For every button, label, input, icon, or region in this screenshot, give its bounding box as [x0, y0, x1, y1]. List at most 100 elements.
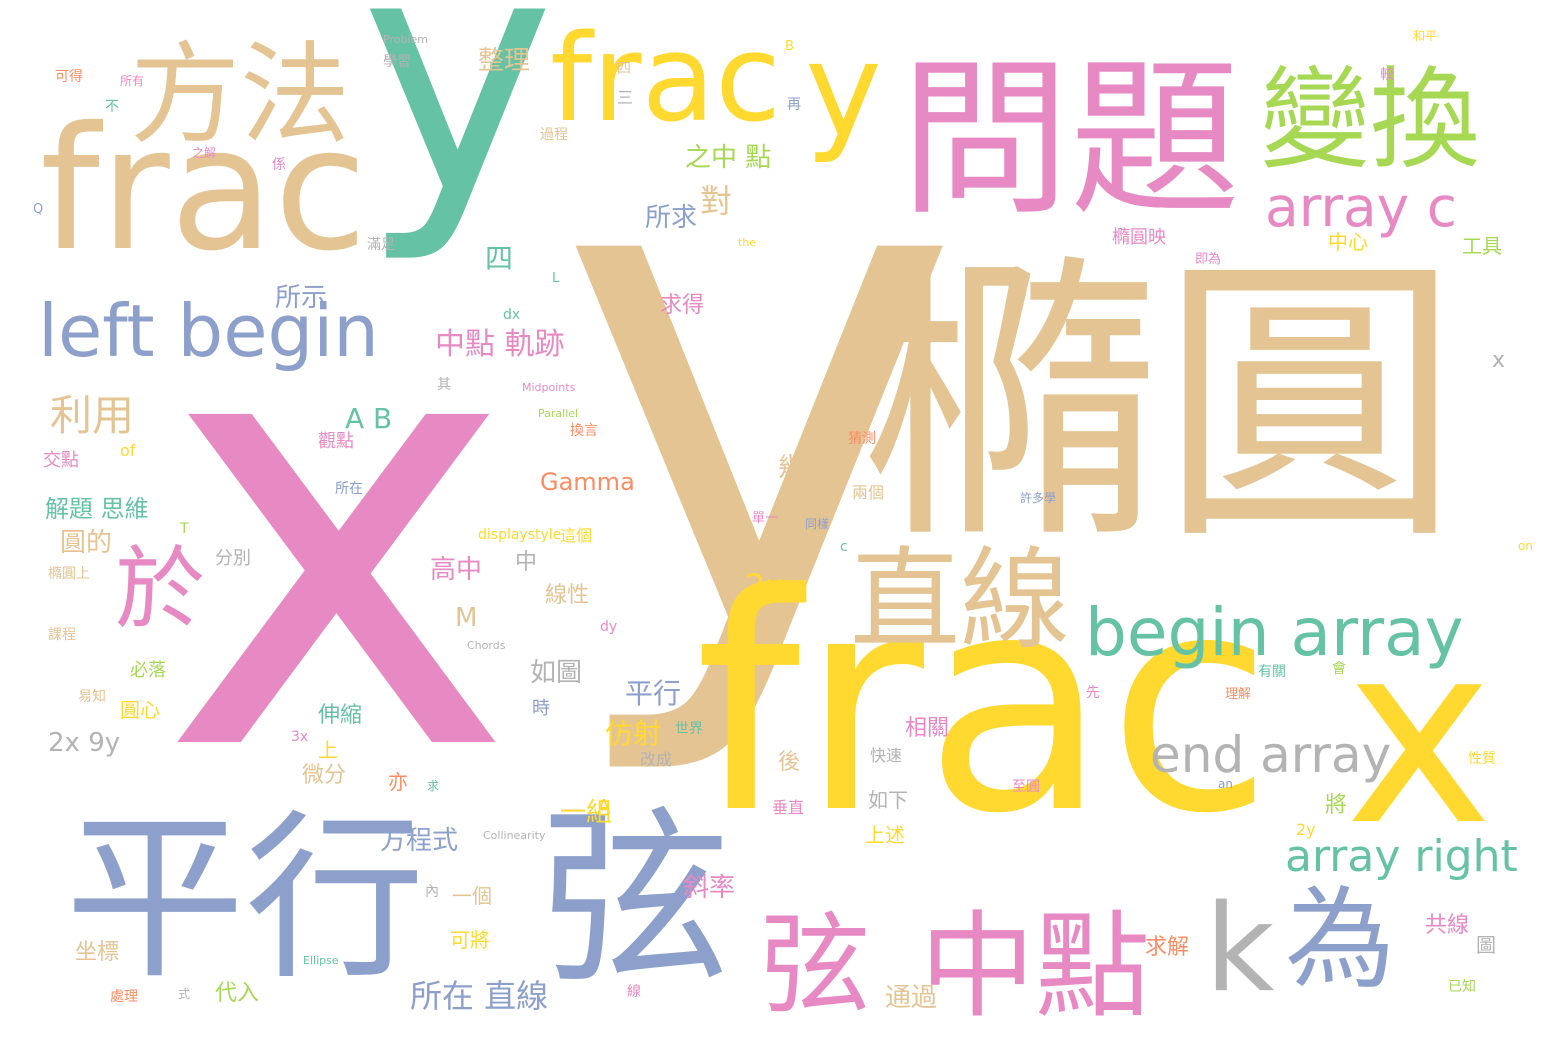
cloud-word: Problem: [383, 33, 428, 46]
cloud-word: 圖: [1476, 933, 1496, 957]
cloud-word: y: [805, 14, 882, 166]
cloud-word: 求得: [660, 293, 705, 318]
cloud-word: 先: [1086, 685, 1100, 701]
cloud-word: 四: [485, 242, 514, 275]
cloud-word: Q: [33, 202, 44, 217]
cloud-word: Ellipse: [303, 954, 339, 967]
cloud-word: c: [840, 539, 848, 555]
cloud-word: 交點: [43, 450, 79, 471]
cloud-word: Chords: [467, 639, 506, 652]
cloud-word: 利用: [50, 391, 135, 440]
cloud-word: x: [1492, 348, 1506, 373]
cloud-word: array c: [1265, 175, 1457, 239]
cloud-word: array right: [1285, 831, 1518, 882]
cloud-word: B: [785, 39, 794, 54]
cloud-word: 平行: [625, 677, 682, 710]
cloud-word: 式: [178, 987, 191, 1001]
cloud-word: 2y: [1296, 820, 1316, 839]
cloud-word: 線: [627, 984, 641, 1000]
cloud-word: 所在: [335, 481, 363, 497]
cloud-word: 橢圓上: [48, 566, 90, 582]
cloud-word: 弦: [760, 901, 870, 1029]
cloud-word: 平行: [65, 795, 426, 1004]
cloud-word: 世界: [675, 721, 703, 737]
cloud-word: of: [120, 441, 136, 460]
cloud-word: 於: [115, 537, 205, 642]
cloud-word: 線性: [545, 583, 590, 608]
cloud-word: 斜率: [683, 873, 736, 903]
cloud-word: 如下: [868, 788, 908, 812]
cloud-word: 將: [1325, 793, 1348, 818]
cloud-word: 求解: [1145, 935, 1190, 960]
cloud-word: 改成: [640, 750, 673, 769]
cloud-word: 許多學: [1020, 491, 1057, 505]
cloud-word: 同樣: [805, 517, 830, 531]
cloud-word: 所示: [275, 283, 328, 313]
cloud-word: y: [555, 0, 964, 786]
cloud-word: left begin: [38, 289, 379, 373]
cloud-word: 三: [617, 88, 634, 107]
cloud-word: 坐標: [75, 940, 120, 965]
cloud-word: 單一: [752, 511, 779, 526]
cloud-word: frac: [695, 530, 1273, 879]
cloud-word: 方程式: [380, 826, 459, 856]
cloud-word: 橢圓映: [1112, 227, 1166, 248]
cloud-word: 其: [437, 377, 451, 393]
cloud-word: 課程: [48, 627, 76, 643]
cloud-word: A: [597, 795, 611, 819]
cloud-word: 仿射: [605, 717, 662, 750]
cloud-word: 上述: [865, 823, 905, 847]
cloud-word: 上: [318, 738, 338, 762]
cloud-word: 和平: [1413, 29, 1438, 43]
cloud-word: 理解: [1225, 687, 1252, 702]
cloud-word: 2x 9y: [48, 728, 121, 758]
cloud-word: Collinearity: [483, 829, 546, 842]
cloud-word: displaystyle: [478, 527, 562, 543]
cloud-word: 學習: [383, 54, 411, 70]
cloud-word: 2x: [745, 567, 785, 605]
cloud-word: L: [552, 271, 560, 286]
cloud-word: 方法: [130, 31, 350, 159]
cloud-word: 解題 思維: [45, 495, 149, 523]
cloud-word: 工具: [1462, 234, 1502, 258]
cloud-word: 求: [427, 779, 440, 793]
cloud-word: x: [1345, 589, 1493, 880]
cloud-word: 如圖: [530, 658, 583, 688]
cloud-word: the: [738, 236, 757, 249]
cloud-word: frac: [550, 10, 782, 149]
cloud-word: dy: [600, 619, 618, 635]
cloud-word: 變換: [1260, 56, 1480, 184]
cloud-word: 中點: [920, 900, 1151, 1034]
cloud-word: 不: [105, 99, 119, 115]
cloud-word: 所求: [645, 203, 698, 233]
cloud-word: 幾何: [778, 453, 831, 483]
cloud-word: 一個: [452, 884, 492, 908]
cloud-word: 高中: [430, 555, 483, 585]
cloud-word: Gamma: [540, 468, 635, 496]
cloud-word: Parallel: [538, 407, 579, 420]
cloud-word: 這個: [560, 526, 593, 545]
cloud-word: 伸縮: [318, 703, 363, 728]
cloud-word: 所在 直線: [410, 977, 549, 1015]
cloud-word: 之解: [192, 146, 217, 160]
cloud-word: 弦: [540, 789, 731, 1010]
cloud-word: k: [1205, 880, 1275, 1019]
cloud-word: 共線: [1425, 913, 1470, 938]
cloud-word: 易知: [78, 689, 106, 705]
cloud-word: 觀點: [318, 431, 354, 452]
cloud-word: 四: [617, 61, 631, 77]
cloud-word: 會: [1332, 661, 1346, 677]
cloud-word: 中: [515, 550, 538, 575]
cloud-word: 係: [272, 157, 286, 173]
cloud-word: M: [455, 603, 478, 633]
cloud-word: 猜測: [848, 431, 876, 447]
cloud-word: 再: [787, 97, 801, 113]
cloud-word: 整理: [478, 46, 531, 76]
cloud-word: end array: [1150, 726, 1392, 784]
cloud-word: 快速: [870, 746, 903, 765]
cloud-word: 之中 點: [685, 143, 772, 173]
cloud-word: 3x: [291, 729, 309, 745]
cloud-word: 可得: [55, 69, 83, 85]
cloud-word: 垂直: [772, 798, 805, 817]
cloud-word: 相關: [905, 716, 950, 741]
